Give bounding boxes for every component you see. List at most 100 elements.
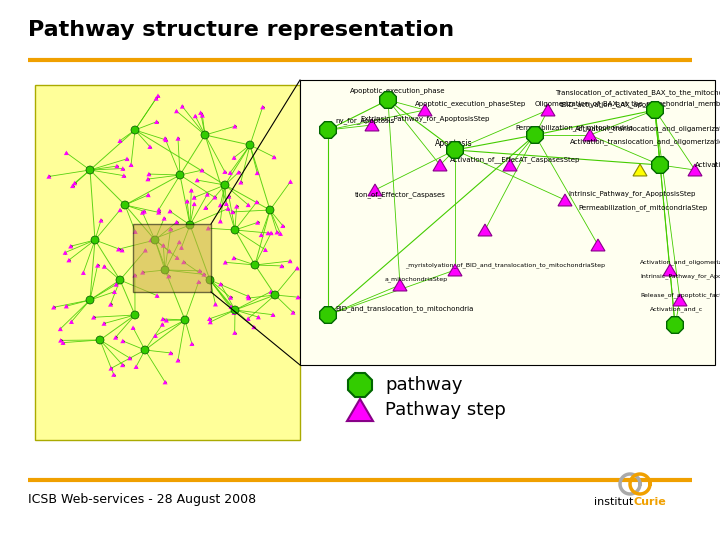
Polygon shape [234,204,239,208]
Polygon shape [503,159,517,171]
Polygon shape [132,230,138,234]
Polygon shape [290,310,295,315]
Polygon shape [192,201,197,206]
Polygon shape [287,259,292,263]
Circle shape [181,316,189,324]
Polygon shape [156,93,161,98]
Polygon shape [541,104,555,116]
Polygon shape [163,138,168,142]
Polygon shape [232,310,237,315]
Polygon shape [251,325,256,329]
Polygon shape [271,155,276,159]
Circle shape [251,261,259,269]
Polygon shape [446,141,463,158]
Polygon shape [255,171,260,175]
Polygon shape [202,272,207,276]
Text: Activation_and_c: Activation_and_c [650,306,703,312]
Polygon shape [269,231,274,235]
Polygon shape [189,188,194,193]
Polygon shape [238,180,243,185]
Polygon shape [583,129,597,141]
Polygon shape [279,264,284,268]
Polygon shape [274,230,279,234]
Polygon shape [269,289,274,294]
Polygon shape [102,264,107,269]
Polygon shape [208,320,213,325]
Polygon shape [120,248,125,252]
Polygon shape [228,171,233,175]
Polygon shape [140,270,145,275]
Polygon shape [148,144,153,149]
Polygon shape [663,264,677,276]
Polygon shape [228,295,233,300]
Polygon shape [109,366,114,370]
Polygon shape [295,295,300,299]
Text: ny_for_Apoptosis: ny_for_Apoptosis [335,118,395,124]
Polygon shape [212,195,217,199]
Polygon shape [184,199,189,204]
Polygon shape [192,195,197,200]
Polygon shape [280,224,285,228]
Polygon shape [203,205,208,210]
Polygon shape [64,304,69,308]
Text: Activation_translocation_and_oligamerization_of: Activation_translocation_and_oligameriza… [575,126,720,132]
Polygon shape [206,226,211,231]
Polygon shape [278,231,283,236]
Polygon shape [167,249,172,253]
Circle shape [91,236,99,244]
Polygon shape [256,315,261,319]
Circle shape [231,306,239,314]
Polygon shape [218,219,222,224]
Bar [133,224,211,292]
Polygon shape [153,96,158,100]
Polygon shape [145,177,150,181]
Polygon shape [448,264,462,276]
Polygon shape [368,184,382,196]
Circle shape [231,226,239,234]
Polygon shape [64,151,69,155]
Polygon shape [207,316,212,321]
Polygon shape [673,294,687,306]
Circle shape [116,276,124,284]
Polygon shape [51,305,56,309]
Polygon shape [120,166,125,171]
Polygon shape [46,174,51,179]
Polygon shape [168,209,172,213]
Polygon shape [418,104,432,116]
Text: Translocation_of_activated_BAX_to_the_mitochondria: Translocation_of_activated_BAX_to_the_mi… [555,90,720,96]
Polygon shape [154,119,159,124]
Polygon shape [294,266,300,271]
Polygon shape [228,305,233,309]
Text: Activation_and_oligomerizaiton_of: Activation_and_oligomerizaiton_of [640,259,720,265]
Text: BID_and_translocation_to_mitochondria: BID_and_translocation_to_mitochondria [335,306,473,312]
Polygon shape [60,340,66,345]
Polygon shape [114,164,120,168]
Text: Intrinsic_Pathway_for_Apoptosis: Intrinsic_Pathway_for_Apoptosis [640,273,720,279]
Text: a_mitochondriaStep: a_mitochondriaStep [385,276,448,282]
Polygon shape [224,201,229,206]
Polygon shape [113,335,118,340]
Polygon shape [174,255,179,260]
Polygon shape [142,209,147,214]
Text: institut: institut [593,497,633,507]
Polygon shape [163,136,168,141]
Polygon shape [108,302,113,307]
Polygon shape [117,208,122,212]
Circle shape [161,266,169,274]
Polygon shape [120,339,125,343]
Polygon shape [222,170,228,174]
Polygon shape [161,243,166,248]
Polygon shape [271,313,276,317]
Polygon shape [348,373,372,397]
Polygon shape [527,127,544,143]
Polygon shape [433,159,447,171]
Circle shape [141,346,149,354]
Polygon shape [478,224,492,236]
Circle shape [221,181,229,189]
Polygon shape [254,200,259,204]
Polygon shape [255,220,260,225]
Text: tion_of_Effector_Caspases: tion_of_Effector_Caspases [355,192,446,198]
Polygon shape [246,316,251,321]
Text: _myristolyation_of_BID_and_translocation_to_mitochondriaStep: _myristolyation_of_BID_and_translocation… [405,262,605,268]
Circle shape [186,221,194,229]
